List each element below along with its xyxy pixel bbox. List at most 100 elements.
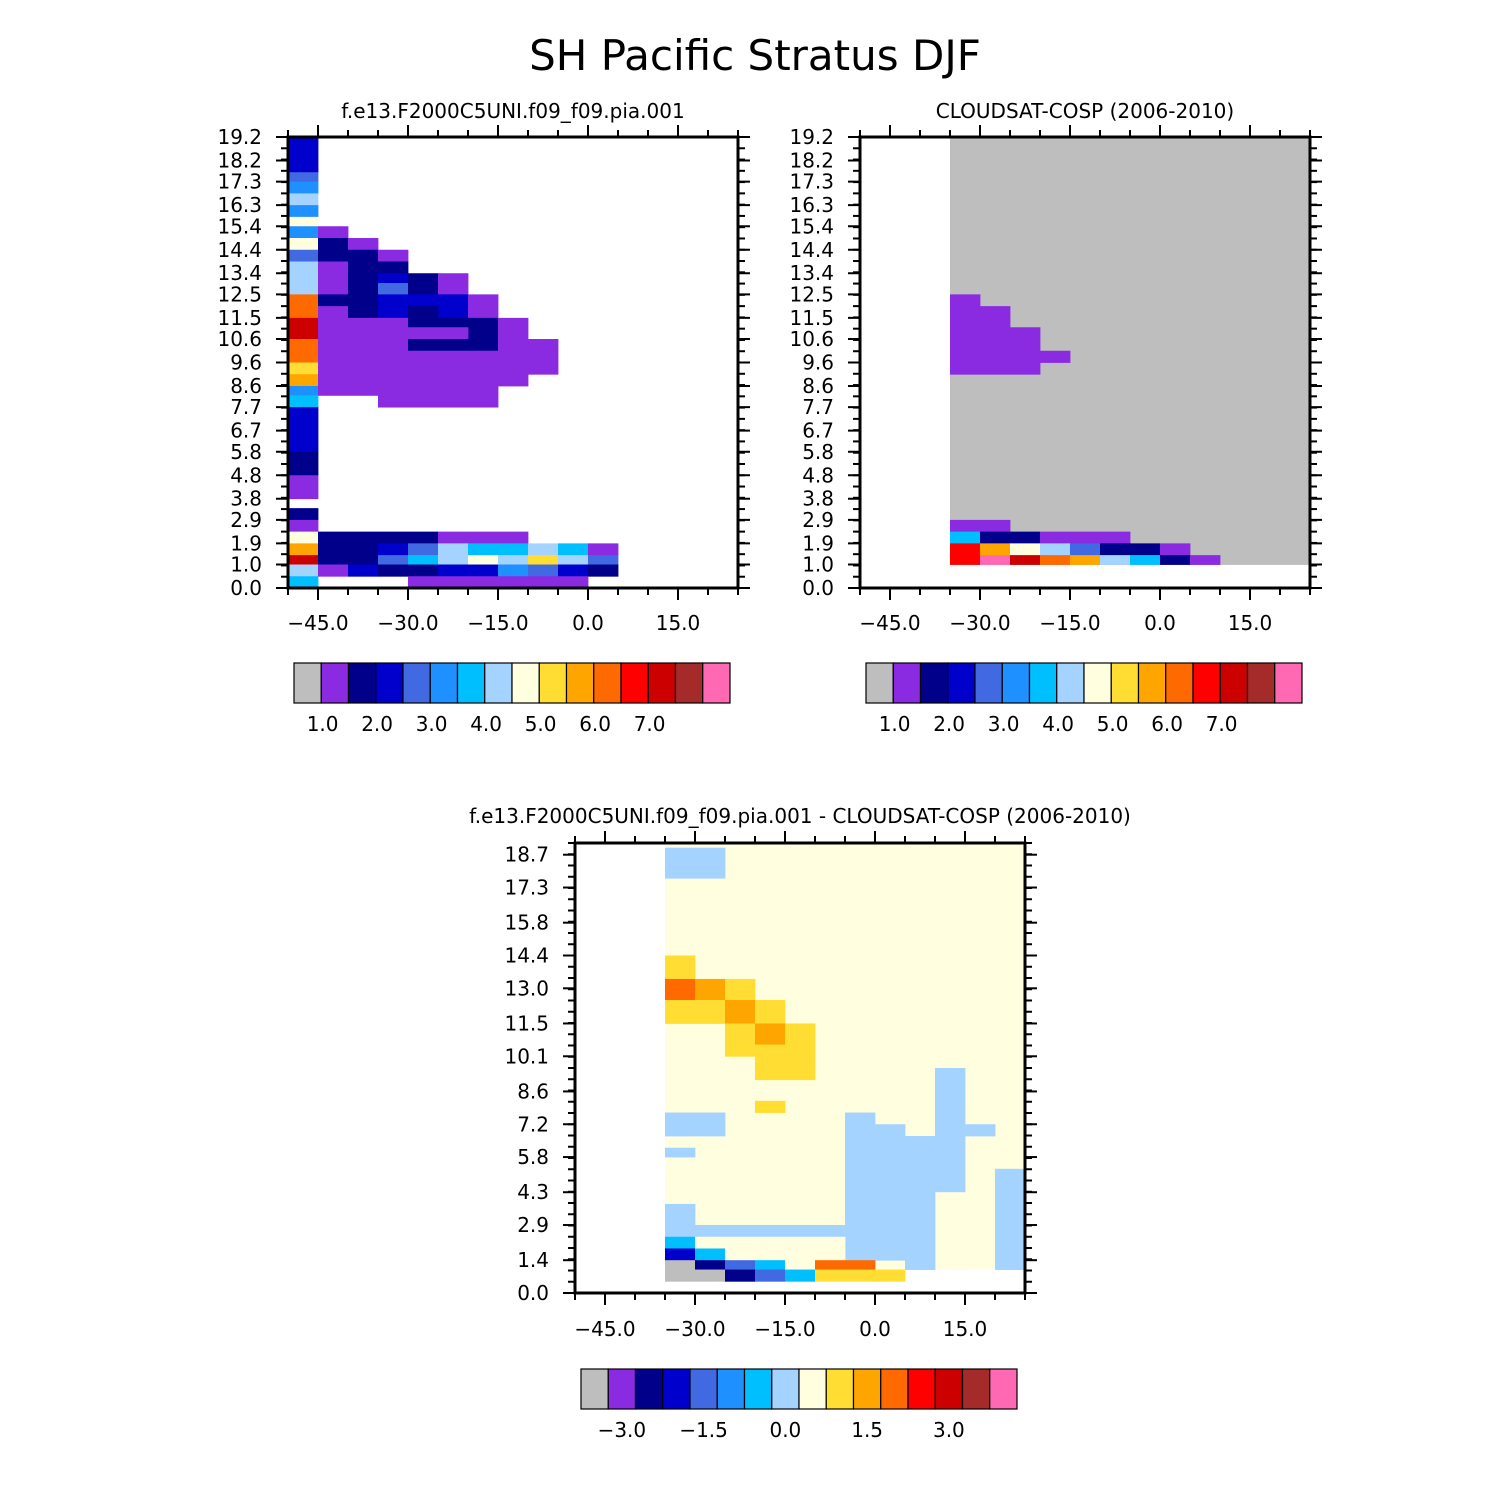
colorbar-label: 7.0	[634, 712, 666, 736]
heatmap-cell	[1010, 362, 1041, 375]
heatmap-cell	[1070, 543, 1101, 556]
panel-model: f.e13.F2000C5UNI.f09_f09.pia.001 −45.0 −30…	[217, 99, 750, 736]
y-tick-label: 14.4	[217, 238, 262, 262]
panel-title: CLOUDSAT-COSP (2006-2010)	[936, 99, 1234, 123]
heatmap-cell	[665, 1203, 696, 1238]
heatmap-cell	[288, 193, 319, 206]
heatmap-cell	[1160, 555, 1191, 565]
colorbar-label: 2.0	[361, 712, 393, 736]
heatmap-cell	[288, 205, 319, 218]
heatmap-cell	[558, 543, 589, 556]
colorbar-box	[743, 1368, 773, 1410]
heatmap-cell	[438, 543, 469, 556]
heatmap-cell	[845, 1192, 936, 1226]
y-tick-label: 6.7	[230, 419, 262, 443]
heatmap-cell	[558, 564, 589, 577]
heatmap-cell	[755, 1260, 786, 1270]
y-tick-label: 1.9	[802, 531, 834, 555]
heatmap-cell	[348, 306, 379, 319]
y-tick-label: 2.9	[517, 1213, 549, 1237]
heatmap-cell	[785, 1044, 816, 1057]
y-tick-label: 19.2	[217, 125, 262, 149]
heatmap-cell	[288, 508, 319, 521]
heatmap-cell	[288, 226, 319, 239]
y-tick-label: 3.8	[230, 487, 262, 511]
y-tick-label: 8.6	[230, 374, 262, 398]
colorbar-label: 7.0	[1206, 712, 1238, 736]
colorbar-box	[865, 662, 894, 704]
colorbar-box	[293, 662, 322, 704]
colorbar-box	[702, 662, 731, 704]
colorbar-box	[565, 662, 595, 704]
colorbar-label: 3.0	[988, 712, 1020, 736]
y-tick-label: 1.0	[230, 553, 262, 577]
x-tick-label: −30.0	[377, 611, 438, 635]
heatmap-cell	[950, 543, 981, 556]
heatmap-cell	[875, 1269, 906, 1282]
heatmap-cell	[1100, 555, 1131, 565]
heatmap-cell	[408, 543, 439, 556]
panel-title: f.e13.F2000C5UNI.f09_f09.pia.001 - CLOUD…	[469, 804, 1131, 828]
colorbar-box	[620, 662, 649, 704]
y-tick-label: 13.0	[504, 976, 549, 1000]
colorbar-box	[662, 1368, 691, 1410]
heatmap-cell	[318, 327, 409, 340]
heatmap-cell	[378, 249, 409, 262]
heatmap-cell	[408, 306, 439, 319]
colorbar-label: 1.0	[879, 712, 911, 736]
y-tick-label: 15.4	[217, 214, 262, 238]
heatmap-cell	[288, 451, 319, 476]
y-tick-label: 7.7	[230, 395, 262, 419]
colorbar-box	[934, 1368, 964, 1410]
colorbar	[580, 1368, 1018, 1410]
heatmap-cell	[695, 1236, 846, 1249]
colorbar-box	[880, 1368, 909, 1410]
heatmap-cell	[318, 238, 349, 251]
colorbar-box	[538, 662, 568, 704]
colorbar-label: 6.0	[579, 712, 611, 736]
y-tick-label: 17.3	[789, 170, 834, 194]
heatmap-cell	[905, 1260, 936, 1270]
heatmap-cell	[498, 564, 529, 577]
axis-ticks	[563, 831, 1037, 1305]
heatmap-cell	[438, 564, 469, 577]
heatmap-cell	[348, 273, 379, 295]
y-tick-label: 9.6	[802, 351, 834, 375]
heatmap-cells	[288, 137, 619, 589]
heatmap-cell	[785, 1056, 816, 1069]
heatmap-cell	[288, 172, 319, 183]
colorbar-box	[1274, 662, 1303, 704]
heatmap-cell	[288, 543, 319, 556]
x-tick-label: −15.0	[467, 611, 528, 635]
heatmap-cell	[965, 1124, 996, 1137]
y-tick-label: 8.6	[802, 374, 834, 398]
x-tick-label: 0.0	[1144, 611, 1176, 635]
y-tick-label: 0.0	[802, 576, 834, 600]
heatmap-cell	[318, 564, 349, 577]
y-tick-label: 0.0	[517, 1281, 549, 1305]
heatmap-cell	[695, 1225, 846, 1238]
heatmap-cell	[318, 273, 349, 295]
y-tick-label: 5.8	[517, 1145, 549, 1169]
colorbar-box	[402, 662, 431, 704]
heatmap-cell	[288, 395, 319, 408]
colorbar-box	[892, 662, 922, 704]
heatmap-cell	[935, 1068, 966, 1193]
heatmap-cell	[318, 294, 379, 307]
axis-ticks	[276, 125, 750, 600]
heatmap-cell	[950, 555, 981, 565]
colorbar-box	[1246, 662, 1276, 704]
y-tick-label: 14.4	[789, 238, 834, 262]
heatmap-cell	[785, 1260, 816, 1270]
colorbar-box	[375, 662, 404, 704]
colorbar-label: 5.0	[525, 712, 557, 736]
x-tick-label: 0.0	[859, 1317, 891, 1341]
x-tick-label: −30.0	[949, 611, 1010, 635]
heatmap-cell	[1130, 543, 1161, 556]
heatmap-cell	[665, 978, 696, 1001]
heatmap-cell	[528, 543, 559, 556]
heatmap-cell	[1040, 350, 1071, 363]
y-tick-label: 8.6	[517, 1079, 549, 1103]
colorbar	[865, 662, 1303, 704]
heatmap-cell	[288, 238, 319, 251]
